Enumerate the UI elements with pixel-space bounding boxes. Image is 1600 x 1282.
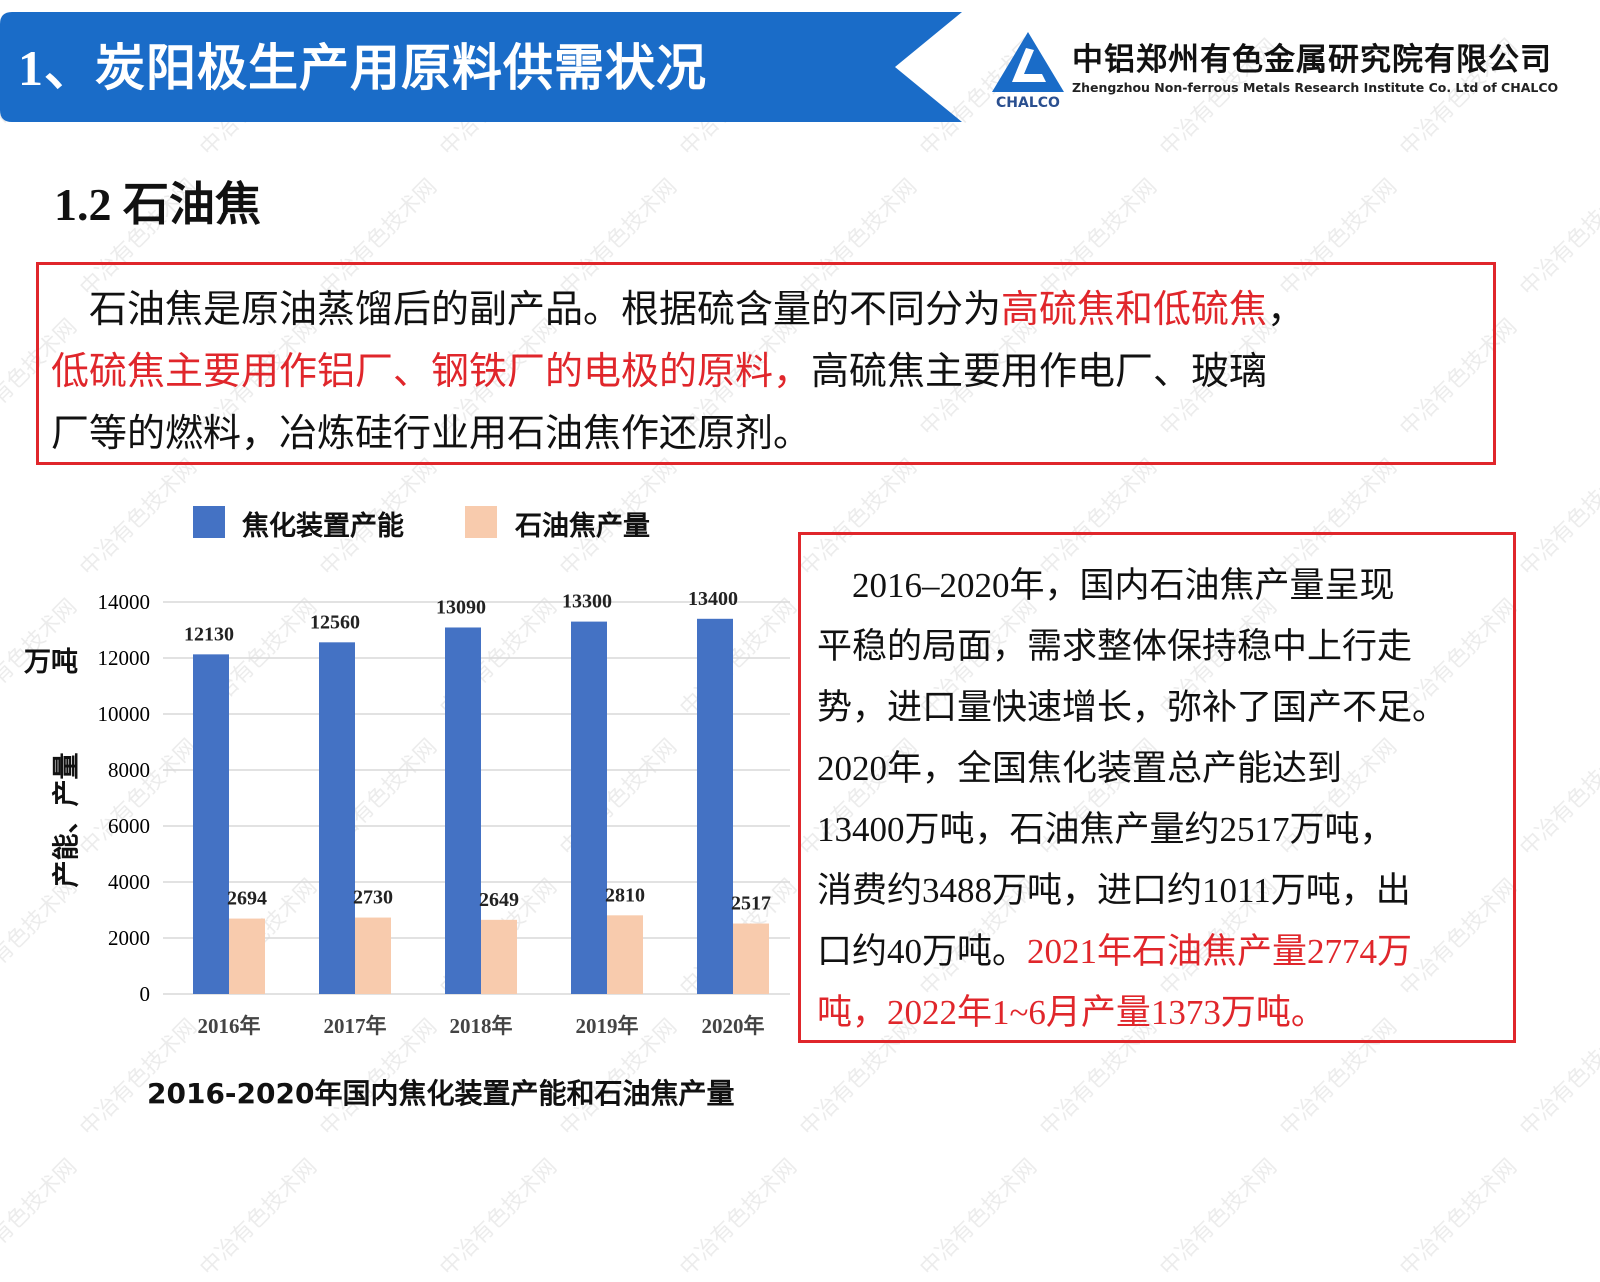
legend-label-capacity: 焦化装置产能 <box>242 511 404 542</box>
watermark-text: 中冶有色技术网 <box>1515 454 1600 582</box>
summary-text-box: 2016–2020年，国内石油焦产量呈现 平稳的局面，需求整体保持稳中上行走 势，进… <box>798 532 1516 1043</box>
body-text: 势，进口量快速增长，弥补了国产不足。 <box>817 688 1448 727</box>
body-text: 平稳的局面，需求整体保持稳中上行走 <box>817 627 1413 666</box>
company-name-en: Zhengzhou Non-ferrous Metals Research In… <box>1072 80 1559 95</box>
logo-text: CHALCO <box>996 95 1060 110</box>
body-text: 口约40万吨。 <box>817 932 1028 971</box>
title-banner <box>0 12 962 122</box>
watermark-text: 中冶有色技术网 <box>1155 1154 1283 1282</box>
highlight-text: 高硫焦和低硫焦 <box>1001 289 1268 331</box>
text-line: 消费约3488万吨，进口约1011万吨，出 <box>817 860 1501 921</box>
bar-capacity <box>319 642 355 994</box>
watermark-text: 中冶有色技术网 <box>1395 1154 1523 1282</box>
watermark-text: 中冶有色技术网 <box>915 1154 1043 1282</box>
body-text: 2020年，全国焦化装置总产能达到 <box>817 749 1343 788</box>
y-tick-label: 0 <box>140 982 151 1006</box>
body-text: 13400万吨，石油焦产量约2517万吨， <box>817 810 1395 849</box>
text-line: 厂等的燃料，冶炼硅行业用石油焦作还原剂。 <box>51 403 1481 465</box>
text-line: 吨，2022年1~6月产量1373万吨。 <box>817 982 1501 1043</box>
bar-output <box>229 918 265 994</box>
watermark-text: 中冶有色技术网 <box>1515 734 1600 862</box>
chalco-logo-icon: CHALCO <box>992 32 1064 110</box>
data-label: 2810 <box>605 884 645 906</box>
bar-capacity <box>193 654 229 994</box>
bar-output <box>607 915 643 994</box>
x-tick-label: 2020年 <box>702 1014 765 1038</box>
data-label: 13300 <box>562 591 612 613</box>
bar-output <box>733 923 769 994</box>
highlight-text: 低硫焦主要用作铝厂、钢铁厂的电极的原料， <box>51 351 812 393</box>
text-line: 口约40万吨。2021年石油焦产量2774万 <box>817 921 1501 982</box>
bar-capacity <box>697 618 733 994</box>
y-axis-unit: 万吨 <box>24 647 78 678</box>
x-tick-label: 2018年 <box>450 1014 513 1038</box>
bar-output <box>355 917 391 994</box>
text-line: 2020年，全国焦化装置总产能达到 <box>817 738 1501 799</box>
y-tick-label: 6000 <box>108 814 150 838</box>
y-tick-label: 2000 <box>108 926 150 950</box>
body-text: 高硫焦主要用作电厂、玻璃 <box>811 351 1268 393</box>
legend-label-output: 石油焦产量 <box>515 511 650 542</box>
bar-output <box>481 919 517 994</box>
watermark-text: 中冶有色技术网 <box>675 1154 803 1282</box>
bar-chart: 0 2000 4000 6000 8000 10000 12000 14000 12130 269… <box>98 588 790 1038</box>
watermark-text: 中冶有色技术网 <box>0 1154 83 1282</box>
data-label: 13090 <box>436 596 486 618</box>
legend-swatch-capacity <box>193 506 225 538</box>
y-tick-label: 4000 <box>108 870 150 894</box>
section-title: 1.2 石油焦 <box>54 179 261 230</box>
chart-caption: 2016-2020年国内焦化装置产能和石油焦产量 <box>147 1077 735 1110</box>
text-line: 势，进口量快速增长，弥补了国产不足。 <box>817 677 1501 738</box>
text-line: 2016–2020年，国内石油焦产量呈现 <box>817 555 1501 616</box>
x-tick-label: 2017年 <box>324 1014 387 1038</box>
y-tick-label: 10000 <box>98 702 151 726</box>
watermark-text: 中冶有色技术网 <box>1515 1014 1600 1142</box>
highlight-text: 吨，2022年1~6月产量1373万吨。 <box>817 993 1326 1032</box>
y-tick-label: 12000 <box>98 646 151 670</box>
text-line: 平稳的局面，需求整体保持稳中上行走 <box>817 616 1501 677</box>
y-tick-label: 8000 <box>108 758 150 782</box>
data-label: 12560 <box>310 611 360 633</box>
bar-capacity <box>445 627 481 994</box>
x-tick-label: 2019年 <box>576 1014 639 1038</box>
body-text: ， <box>1267 289 1306 331</box>
legend-swatch-output <box>465 506 497 538</box>
bar-capacity <box>571 621 607 994</box>
data-label: 2730 <box>353 887 393 909</box>
y-tick-label: 14000 <box>98 590 151 614</box>
body-text: 2016–2020年，国内石油焦产量呈现 <box>817 566 1395 605</box>
page-title: 1、炭阳极生产用原料供需状况 <box>18 40 707 96</box>
data-label: 12130 <box>184 623 234 645</box>
body-text: 厂等的燃料，冶炼硅行业用石油焦作还原剂。 <box>51 413 812 455</box>
watermark-text: 中冶有色技术网 <box>195 1154 323 1282</box>
intro-text-box: 石油焦是原油蒸馏后的副产品。根据硫含量的不同分为高硫焦和低硫焦， 低硫焦主要用作铝… <box>36 262 1496 465</box>
data-label: 13400 <box>688 588 738 610</box>
data-label: 2694 <box>227 888 267 910</box>
x-tick-label: 2016年 <box>198 1014 261 1038</box>
company-name-cn: 中铝郑州有色金属研究院有限公司 <box>1072 42 1552 78</box>
body-text: 石油焦是原油蒸馏后的副产品。根据硫含量的不同分为 <box>51 289 1002 331</box>
text-line: 石油焦是原油蒸馏后的副产品。根据硫含量的不同分为高硫焦和低硫焦， <box>51 279 1481 341</box>
watermark-text: 中冶有色技术网 <box>435 1154 563 1282</box>
watermark-text: 中冶有色技术网 <box>1515 174 1600 302</box>
data-label: 2649 <box>479 889 519 911</box>
text-line: 13400万吨，石油焦产量约2517万吨， <box>817 799 1501 860</box>
body-text: 消费约3488万吨，进口约1011万吨，出 <box>817 871 1411 910</box>
highlight-text: 2021年石油焦产量2774万 <box>1027 932 1413 971</box>
data-label: 2517 <box>731 893 771 915</box>
text-line: 低硫焦主要用作铝厂、钢铁厂的电极的原料，高硫焦主要用作电厂、玻璃 <box>51 341 1481 403</box>
